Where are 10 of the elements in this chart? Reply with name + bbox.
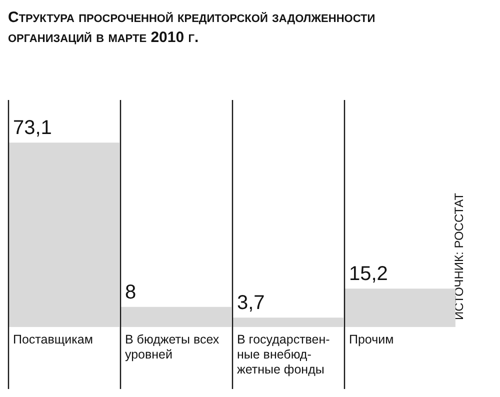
x-tick-label: Прочим [349, 332, 394, 347]
x-tick-label: В государствен-ные внебюд-жетные фонды [237, 332, 330, 377]
text: ИСТОЧНИК: РОССТАТ [452, 192, 467, 320]
data-label: 15,2 [349, 263, 388, 286]
x-tick-label: Поставщикам [13, 332, 93, 347]
chart-title: Структура просроченной кредиторской задолженности организаций в марте 2010 г. [8, 8, 376, 48]
data-label: 3,7 [237, 292, 265, 314]
data-label: 8 [125, 281, 136, 304]
x-tick-label: В бюджеты всех уровней [125, 332, 220, 362]
data-label: 73,1 [13, 117, 52, 140]
